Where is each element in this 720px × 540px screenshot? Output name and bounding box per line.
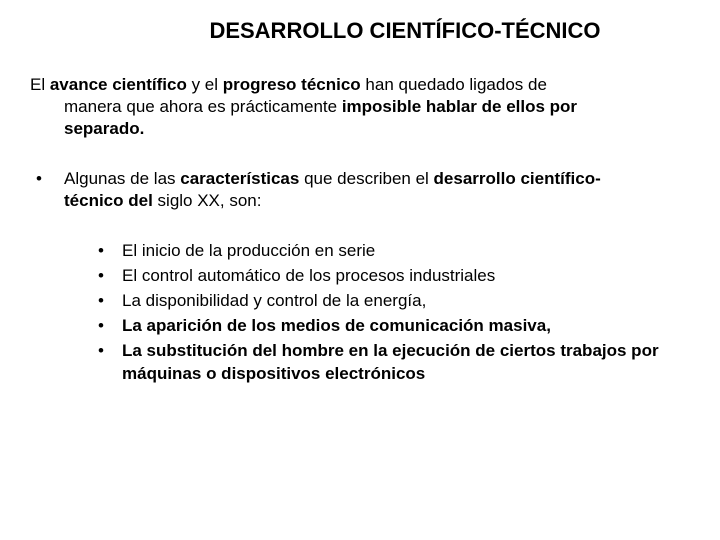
item-text: El inicio de la producción en serie: [122, 240, 690, 263]
intro-line3: separado.: [30, 118, 690, 140]
intro-bold: progreso técnico: [223, 75, 361, 94]
list-item: • El inicio de la producción en serie: [98, 240, 690, 263]
para-text: siglo XX, son:: [153, 191, 262, 210]
item-text: La aparición de los medios de comunicaci…: [122, 315, 690, 338]
bullet-text: Algunas de las características que descr…: [64, 168, 690, 212]
intro-text: han quedado ligados de: [361, 75, 547, 94]
intro-text: El: [30, 75, 50, 94]
para-text: que describen el: [299, 169, 433, 188]
para-bold: técnico del: [64, 191, 153, 210]
bullet-icon: •: [98, 340, 122, 386]
item-text: La disponibilidad y control de la energí…: [122, 290, 690, 313]
intro-text: y el: [187, 75, 223, 94]
list-item: • La substitución del hombre en la ejecu…: [98, 340, 690, 386]
list-item: • La disponibilidad y control de la ener…: [98, 290, 690, 313]
intro-line2: manera que ahora es prácticamente imposi…: [30, 96, 690, 118]
para-bold: desarrollo científico-: [434, 169, 601, 188]
bullet-icon: •: [98, 315, 122, 338]
sublist: • El inicio de la producción en serie • …: [98, 240, 690, 386]
intro-paragraph: El avance científico y el progreso técni…: [30, 74, 690, 140]
slide: DESARROLLO CIENTÍFICO-TÉCNICO El avance …: [0, 0, 720, 408]
intro-bold: avance científico: [50, 75, 187, 94]
list-item: • El control automático de los procesos …: [98, 265, 690, 288]
item-text: El control automático de los procesos in…: [122, 265, 690, 288]
para-bold: características: [180, 169, 299, 188]
bullet-level1: • Algunas de las características que des…: [30, 168, 690, 212]
bullet-icon: •: [98, 290, 122, 313]
bullet-icon: •: [30, 168, 64, 212]
para-text: Algunas de las: [64, 169, 180, 188]
bullet-icon: •: [98, 240, 122, 263]
slide-title: DESARROLLO CIENTÍFICO-TÉCNICO: [120, 18, 690, 44]
intro-text: manera que ahora es prácticamente: [64, 97, 342, 116]
bullet-icon: •: [98, 265, 122, 288]
item-text: La substitución del hombre en la ejecuci…: [122, 340, 690, 386]
intro-bold: imposible hablar de ellos por: [342, 97, 577, 116]
list-item: • La aparición de los medios de comunica…: [98, 315, 690, 338]
